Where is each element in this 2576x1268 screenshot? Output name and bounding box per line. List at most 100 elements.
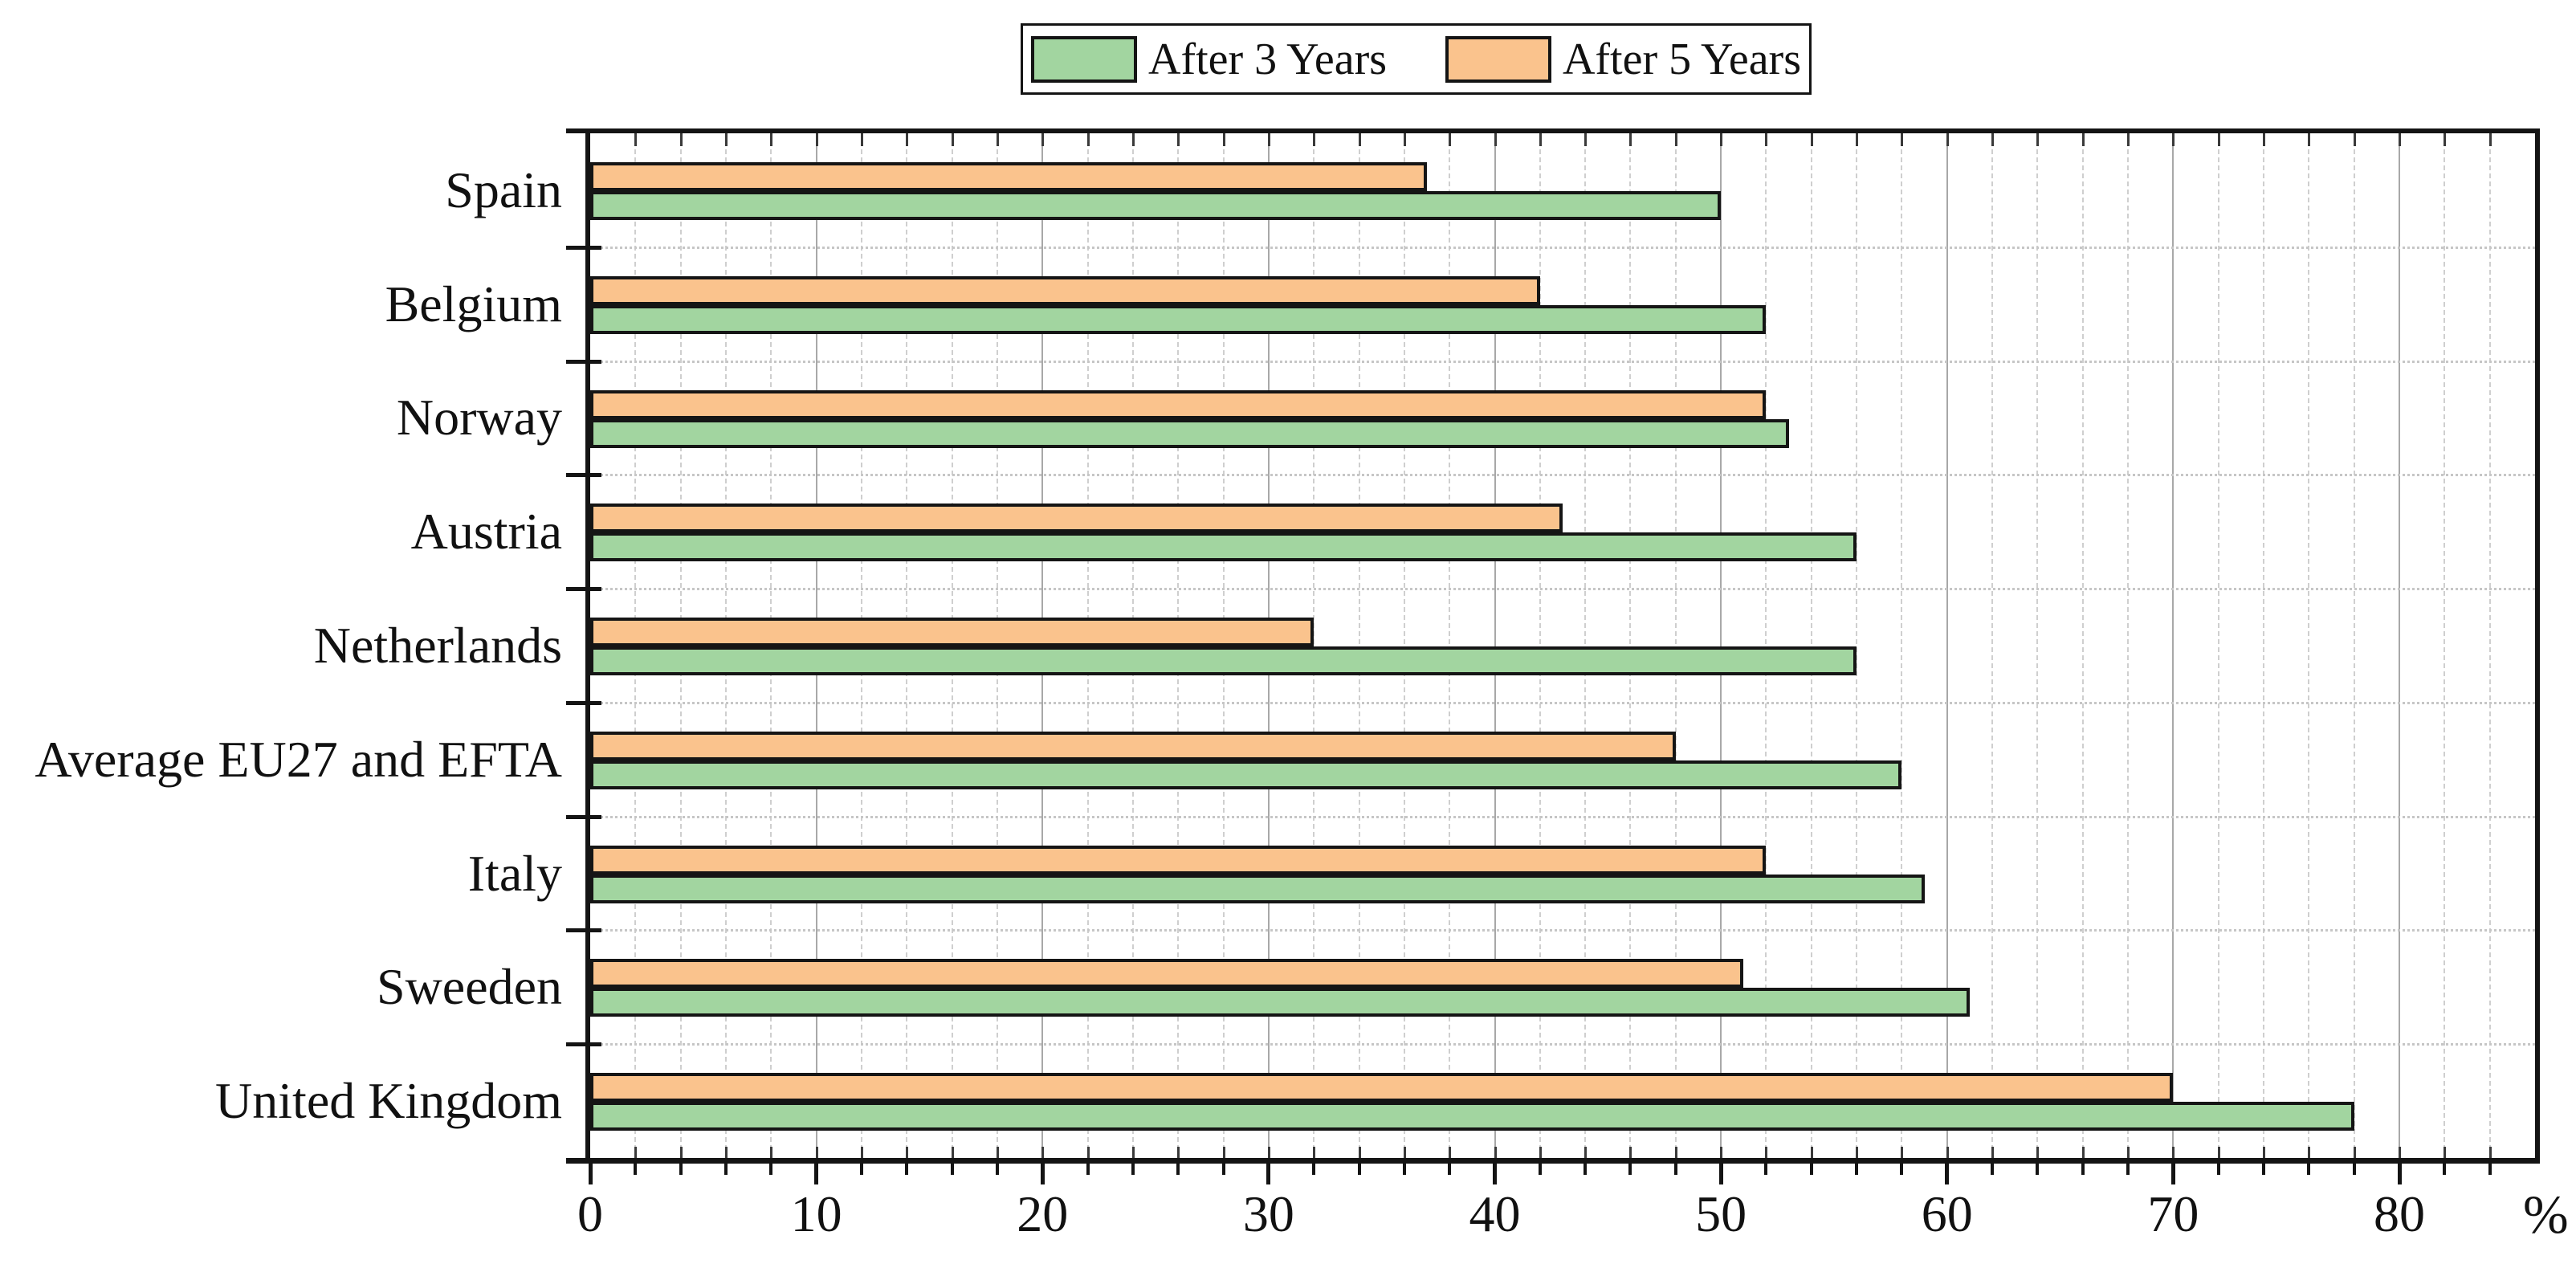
bar-after-3-years-austria [590,532,1857,562]
bottom-inside-tick [1901,1147,1904,1158]
x-axis-minor-tick [2443,1164,2447,1175]
minor-gridline [1856,133,1858,1158]
y-axis-corner-tick [566,1158,587,1164]
top-inside-tick [679,133,683,146]
bar-after-5-years-norway [590,389,1767,419]
bottom-inside-tick [1674,1147,1677,1158]
category-label-average-eu27-and-efta: Average EU27 and EFTA [35,730,562,788]
x-axis-minor-tick [1764,1164,1768,1175]
bottom-inside-tick [2263,1147,2266,1158]
top-inside-tick [1946,133,1949,146]
minor-gridline [1358,133,1360,1158]
x-axis-minor-tick [1448,1164,1452,1175]
y-axis-tick [566,814,601,819]
top-inside-tick [2081,133,2085,146]
bottom-inside-tick [2488,1147,2492,1158]
bottom-inside-tick [1539,1147,1542,1158]
x-axis-minor-tick [2352,1164,2356,1175]
bar-after-3-years-spain [590,191,1722,220]
bottom-inside-tick [996,1147,999,1158]
top-inside-tick [2308,133,2311,146]
bar-after-3-years-norway [590,418,1789,448]
x-axis-minor-tick [1809,1164,1813,1175]
x-axis-major-tick [1266,1164,1271,1184]
bottom-inside-tick [724,1147,728,1158]
bottom-inside-tick [951,1147,954,1158]
minor-gridline [2036,133,2039,1158]
x-axis-major-tick [814,1164,819,1184]
major-gridline [2399,133,2401,1158]
category-label-belgium: Belgium [385,275,562,332]
category-boundary-gridline [590,929,2535,932]
bottom-inside-tick [1358,1147,1361,1158]
top-inside-tick [1494,133,1497,146]
x-axis-minor-tick [859,1164,863,1175]
x-axis-major-tick [1945,1164,1950,1184]
bar-after-5-years-average-eu27-and-efta [590,731,1676,760]
y-axis-tick [566,245,601,250]
category-boundary-gridline [590,246,2535,249]
x-tick-label-80: 80 [2374,1185,2426,1242]
minor-gridline [2263,133,2265,1158]
bar-after-3-years-united-kingdom [590,1102,2354,1131]
legend-swatch-after-3-years-icon [1031,35,1137,83]
x-tick-label-30: 30 [1242,1185,1294,1242]
bar-after-5-years-spain [590,162,1428,191]
category-label-sweeden: Sweeden [376,958,562,1016]
x-tick-label-70: 70 [2147,1185,2199,1242]
x-axis-minor-tick [2126,1164,2130,1175]
bottom-inside-tick [634,1147,638,1158]
category-boundary-gridline [590,588,2535,591]
y-axis-tick [566,928,601,933]
top-inside-tick [1720,133,1723,146]
x-axis-unit-label: % [2523,1184,2569,1245]
bottom-inside-tick [2127,1147,2130,1158]
x-axis-minor-tick [1673,1164,1677,1175]
bottom-inside-tick [1267,1147,1270,1158]
legend-swatch-after-5-years-icon [1445,35,1551,83]
top-inside-tick [724,133,728,146]
top-inside-tick [1222,133,1225,146]
bottom-inside-tick [1086,1147,1090,1158]
x-tick-label-60: 60 [1921,1185,1973,1242]
top-inside-tick [815,133,818,146]
x-axis-minor-tick [1900,1164,1904,1175]
bar-after-3-years-netherlands [590,646,1857,676]
major-gridline [1494,133,1496,1158]
x-axis-minor-tick [2488,1164,2492,1175]
category-label-netherlands: Netherlands [313,617,562,674]
x-axis-major-tick [1718,1164,1723,1184]
top-inside-tick [1629,133,1632,146]
category-boundary-gridline [590,815,2535,818]
minor-gridline [1991,133,1994,1158]
minor-gridline [2444,133,2446,1158]
bottom-inside-tick [2036,1147,2040,1158]
x-axis-minor-tick [995,1164,999,1175]
major-gridline [1946,133,1948,1158]
minor-gridline [2308,133,2310,1158]
bottom-inside-tick [1222,1147,1225,1158]
bottom-inside-tick [1041,1147,1045,1158]
top-inside-tick [1856,133,1859,146]
y-axis-tick [566,700,601,705]
bottom-inside-tick [860,1147,863,1158]
x-axis-minor-tick [679,1164,683,1175]
top-inside-tick [2399,133,2402,146]
top-inside-tick [1267,133,1270,146]
bottom-inside-tick [1856,1147,1859,1158]
x-axis-minor-tick [2081,1164,2085,1175]
bottom-inside-tick [1494,1147,1497,1158]
bottom-inside-tick [2353,1147,2356,1158]
category-label-united-kingdom: United Kingdom [215,1072,562,1130]
minor-gridline [1629,133,1632,1158]
x-axis-minor-tick [905,1164,909,1175]
bar-after-3-years-sweeden [590,988,1970,1017]
top-inside-tick [1674,133,1677,146]
top-inside-tick [951,133,954,146]
minor-gridline [1810,133,1812,1158]
bottom-inside-tick [815,1147,818,1158]
top-inside-tick [1991,133,1995,146]
top-inside-tick [2263,133,2266,146]
x-axis-minor-tick [1538,1164,1542,1175]
